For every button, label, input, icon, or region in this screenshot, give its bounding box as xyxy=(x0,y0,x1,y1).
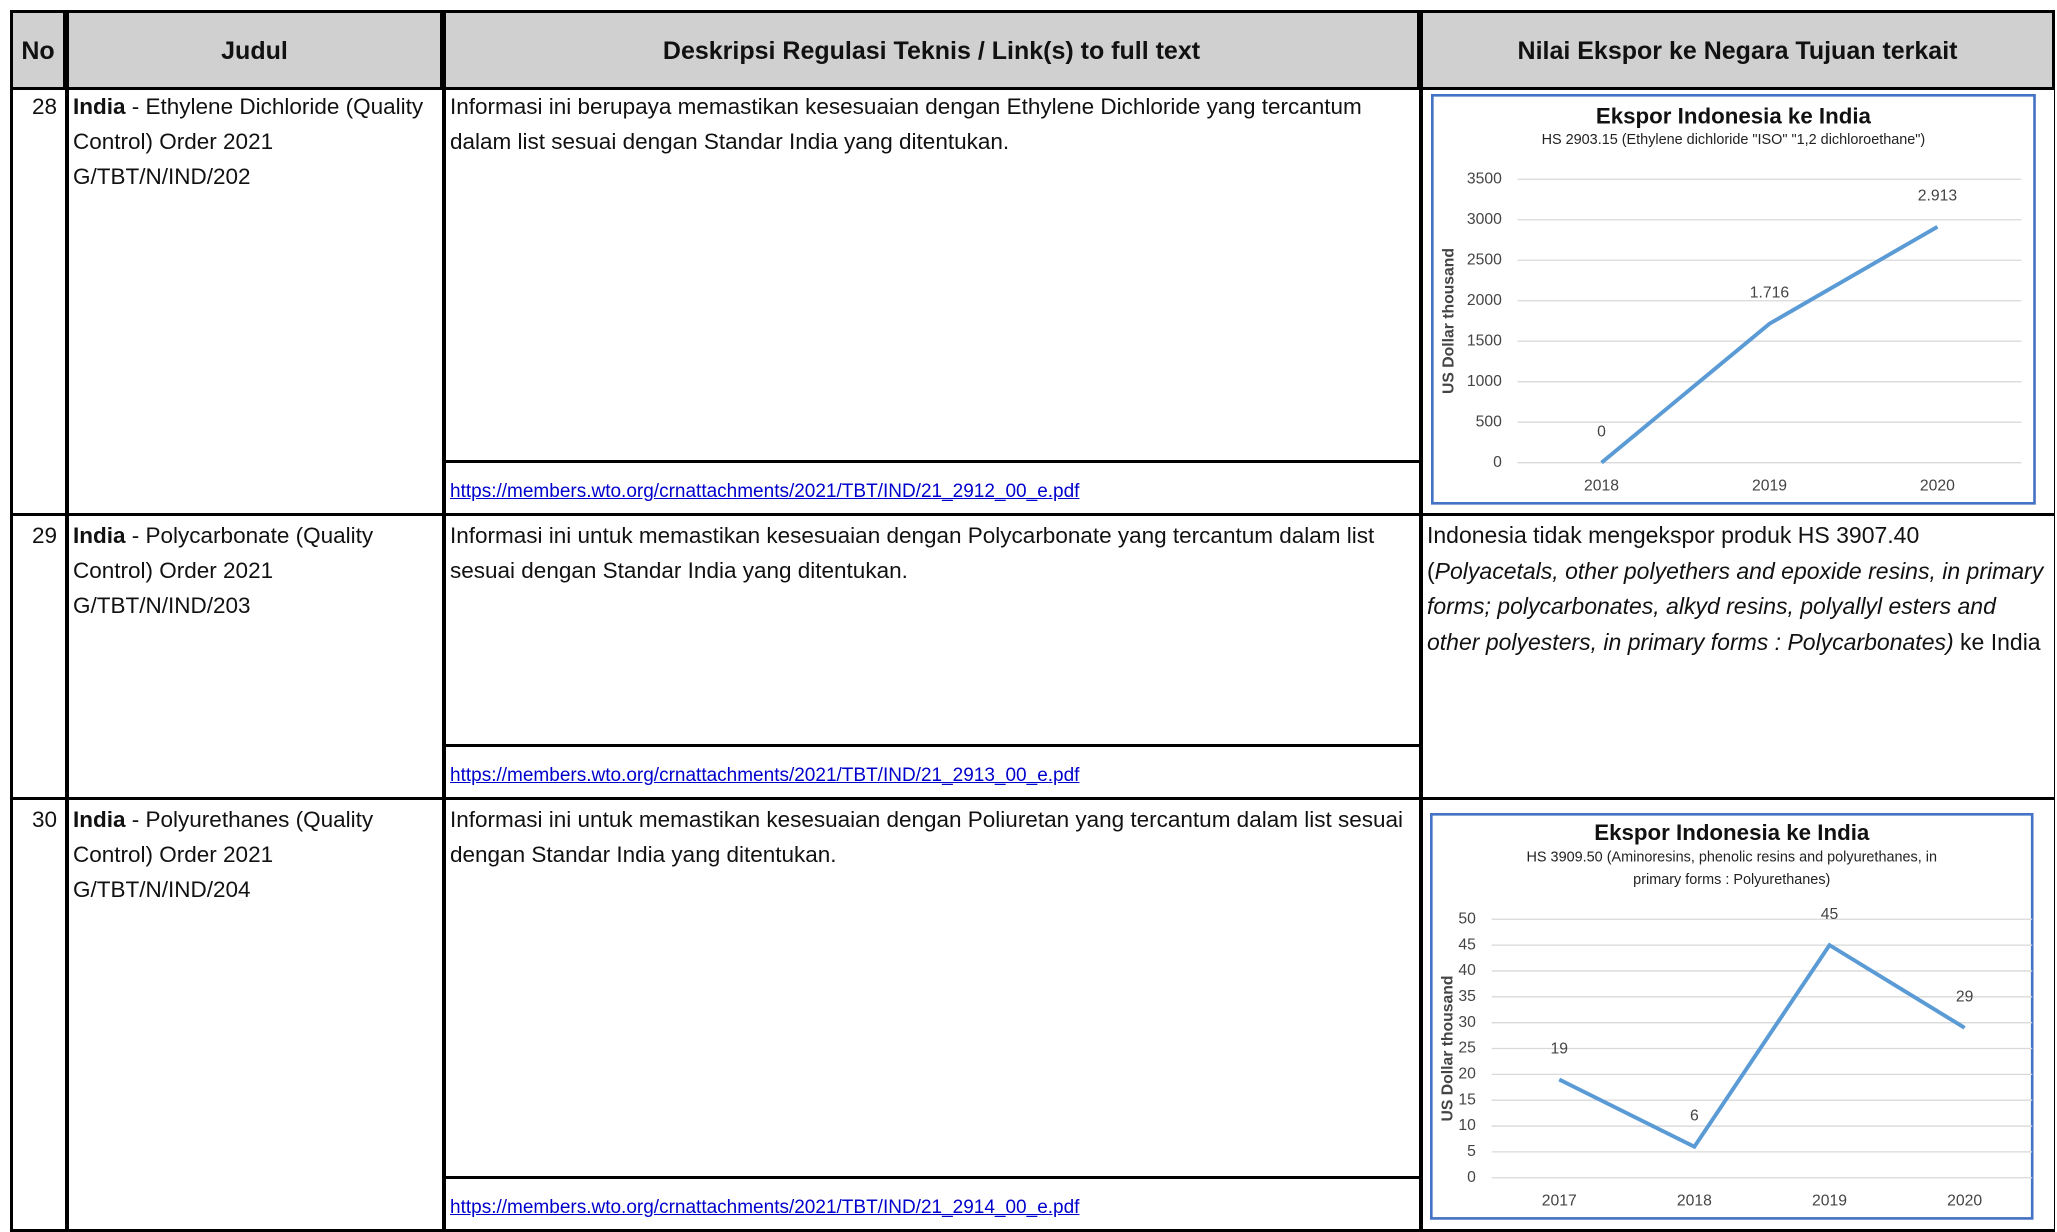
chart: Ekspor Indonesia ke India HS 2903.15 (Eth… xyxy=(1431,94,2036,505)
chart: Ekspor Indonesia ke India HS 3909.50 (Ami… xyxy=(1430,813,2034,1220)
title: - Polycarbonate (Quality Control) Order … xyxy=(73,523,374,583)
link[interactable]: https://members.wto.org/crnattachments/2… xyxy=(450,1197,1080,1218)
y-tick-label: 0 xyxy=(1467,1169,1476,1186)
chart-subtitle: HS 3909.50 (Aminoresins, phenolic resins… xyxy=(1527,850,1937,888)
code: G/TBT/N/IND/202 xyxy=(73,164,251,189)
data-label: 0 xyxy=(1597,423,1606,440)
y-tick-label: 1000 xyxy=(1467,373,1502,390)
cell: Indonesia tidak mengekspor produk HS 390… xyxy=(1420,516,2055,800)
row-number: 28 xyxy=(31,94,57,119)
x-tick-label: 2017 xyxy=(1542,1193,1577,1210)
y-tick-label: 50 xyxy=(1458,910,1476,927)
y-tick-label: 20 xyxy=(1458,1066,1476,1083)
header-cell: Nilai Ekspor ke Negara Tujuan terkait xyxy=(1420,10,2055,90)
x-tick-label: 2018 xyxy=(1677,1193,1712,1210)
x-tick-label: 2019 xyxy=(1812,1193,1847,1210)
cell: 30 xyxy=(10,800,66,1232)
export-text: Indonesia tidak mengekspor produk HS 390… xyxy=(1427,522,1920,584)
chart-frame xyxy=(1431,94,2036,505)
x-tick-label: 2018 xyxy=(1584,477,1619,494)
description: Informasi ini untuk memastikan kesesuaia… xyxy=(450,523,1375,583)
y-tick-label: 45 xyxy=(1458,936,1476,953)
export-text: Polyacetals, other polyethers and epoxid… xyxy=(1427,557,2044,655)
line xyxy=(1600,225,1939,465)
y-tick-label: 5 xyxy=(1467,1143,1476,1160)
cell: Informasi ini berupaya memastikan kesesu… xyxy=(443,87,1420,516)
row-number: 30 xyxy=(31,807,57,832)
code: G/TBT/N/IND/204 xyxy=(73,877,251,902)
title: - Ethylene Dichloride (Quality Control) … xyxy=(73,94,424,154)
link-cell: https://members.wto.org/crnattachments/2… xyxy=(446,1176,1419,1229)
cell: 28 xyxy=(10,87,66,516)
y-tick-label: 40 xyxy=(1458,962,1476,979)
chart-title: Ekspor Indonesia ke India xyxy=(1594,820,1870,845)
x-tick-label: 2019 xyxy=(1752,477,1787,494)
x-tick-label: 2020 xyxy=(1947,1193,1982,1210)
y-tick-label: 15 xyxy=(1458,1091,1476,1108)
y-tick-label: 2000 xyxy=(1467,292,1502,309)
header-cell: No xyxy=(10,10,66,90)
header-cell: Judul xyxy=(66,10,443,90)
link[interactable]: https://members.wto.org/crnattachments/2… xyxy=(450,765,1080,786)
link-cell: https://members.wto.org/crnattachments/2… xyxy=(446,744,1419,797)
country: India xyxy=(73,94,126,119)
title: - Polyurethanes (Quality Control) Order … xyxy=(73,807,374,867)
y-tick-label: 35 xyxy=(1458,988,1476,1005)
data-label: 29 xyxy=(1956,989,1974,1006)
cell: India - Polyurethanes (Quality Control) … xyxy=(66,800,443,1232)
cell: Informasi ini untuk memastikan kesesuaia… xyxy=(443,800,1420,1232)
description: Informasi ini untuk memastikan kesesuaia… xyxy=(450,807,1404,867)
country: India xyxy=(73,523,126,548)
y-tick-label: 25 xyxy=(1458,1040,1476,1057)
data-label: 45 xyxy=(1821,906,1839,923)
y-tick-label: 30 xyxy=(1458,1014,1476,1031)
y-tick-label: 0 xyxy=(1493,454,1502,471)
data-label: 19 xyxy=(1550,1040,1568,1057)
export-text: ke India xyxy=(1953,628,2041,655)
data-label: 1.716 xyxy=(1750,284,1790,301)
y-tick-label: 3500 xyxy=(1467,170,1502,187)
line xyxy=(1558,942,1966,1150)
data-label: 6 xyxy=(1690,1107,1699,1124)
code: G/TBT/N/IND/203 xyxy=(73,593,251,618)
cell: Informasi ini untuk memastikan kesesuaia… xyxy=(443,516,1420,800)
y-tick-label: 1500 xyxy=(1467,332,1502,349)
link[interactable]: https://members.wto.org/crnattachments/2… xyxy=(450,481,1080,502)
chart-subtitle: HS 2903.15 (Ethylene dichloride "ISO" "1… xyxy=(1542,132,1926,148)
y-tick-label: 2500 xyxy=(1467,251,1502,268)
row-number: 29 xyxy=(31,523,57,548)
y-tick-label: 10 xyxy=(1458,1117,1476,1134)
x-tick-label: 2020 xyxy=(1920,477,1955,494)
data-label: 2.913 xyxy=(1918,188,1958,205)
cell: India - Polycarbonate (Quality Control) … xyxy=(66,516,443,800)
description: Informasi ini berupaya memastikan kesesu… xyxy=(450,94,1362,154)
cell xyxy=(1420,87,2055,516)
y-tick-label: 3000 xyxy=(1467,211,1502,228)
header-cell: Deskripsi Regulasi Teknis / Link(s) to f… xyxy=(443,10,1420,90)
cell: India - Ethylene Dichloride (Quality Con… xyxy=(66,87,443,516)
chart-title: Ekspor Indonesia ke India xyxy=(1596,104,1872,129)
link-cell: https://members.wto.org/crnattachments/2… xyxy=(446,460,1419,513)
y-axis-label: US Dollar thousand xyxy=(1441,248,1458,394)
cell: 29 xyxy=(10,516,66,800)
country: India xyxy=(73,807,126,832)
chart-frame xyxy=(1430,813,2034,1220)
y-axis-label: US Dollar thousand xyxy=(1440,976,1457,1122)
y-tick-label: 500 xyxy=(1476,413,1503,430)
